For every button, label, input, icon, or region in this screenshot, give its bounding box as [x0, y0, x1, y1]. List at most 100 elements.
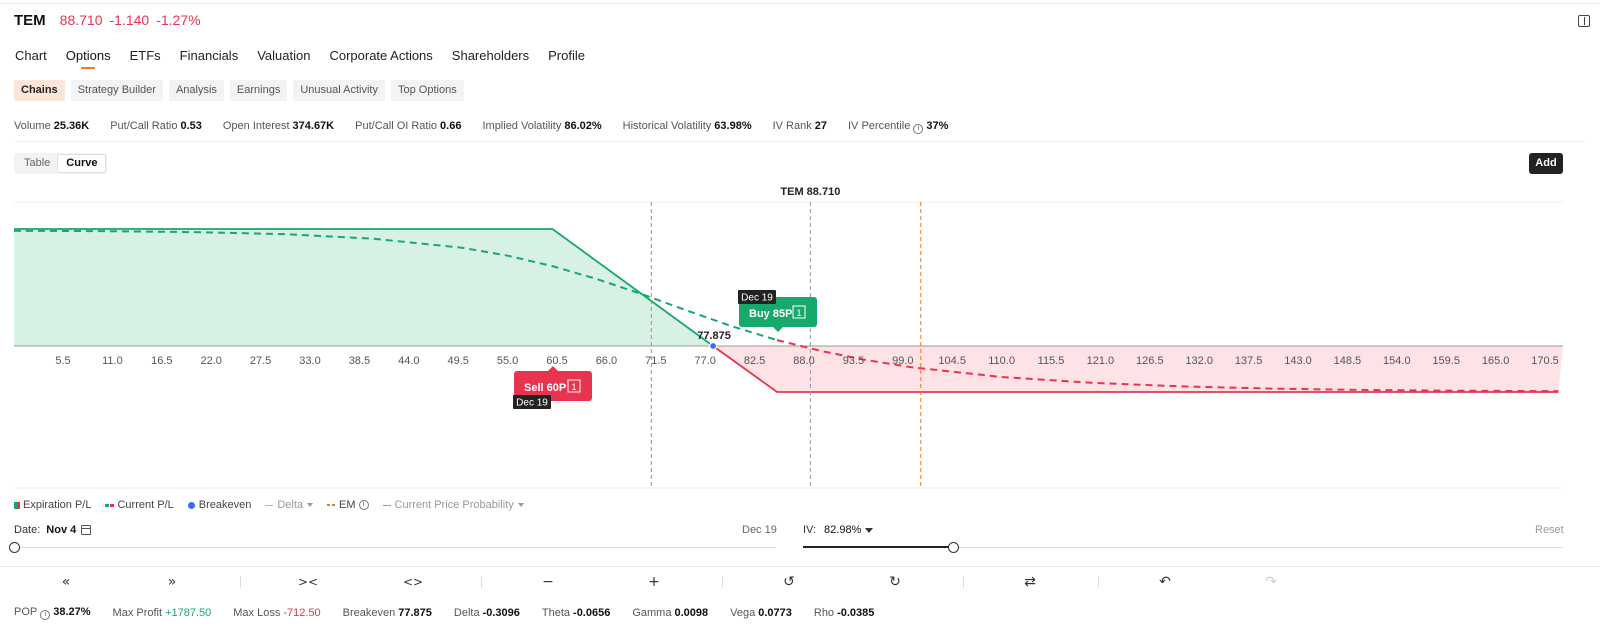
x-tick-label: 154.0 [1383, 355, 1411, 367]
undo-icon[interactable]: ↶ [1159, 574, 1171, 590]
legend-delta[interactable]: Delta [265, 499, 314, 511]
stat-put-call-oi-ratio: Put/Call OI Ratio 0.66 [355, 120, 462, 132]
legend-current-pl[interactable]: Current P/L [105, 499, 174, 511]
x-tick-label: 148.5 [1334, 355, 1362, 367]
swap-icon[interactable]: ⇄ [1024, 574, 1036, 590]
caret-down-icon[interactable] [865, 527, 874, 533]
greek-max-profit: Max Profit +1787.50 [112, 607, 212, 619]
history-back-icon[interactable]: ↺ [783, 574, 795, 590]
info-icon[interactable]: i [40, 610, 51, 620]
leg-marker-1[interactable]: Sell 60P 1 Dec 19 [513, 366, 592, 409]
chart-toolbar: « » >< <> − + ↺ ↻ ⇄ ↶ ↷ [14, 571, 1586, 593]
x-tick-label: 99.0 [892, 355, 913, 367]
double-left-icon[interactable]: « [61, 574, 71, 590]
x-tick-label: 77.0 [694, 355, 715, 367]
history-forward-icon[interactable]: ↻ [889, 574, 901, 590]
date-slider-end: Dec 19 [742, 524, 777, 536]
last-price: 88.710 [59, 12, 103, 28]
tab-profile[interactable]: Profile [548, 48, 585, 63]
collapse-icon[interactable]: >< [297, 575, 319, 589]
toolbar-separator [1098, 576, 1099, 588]
iv-value[interactable]: 82.98% [824, 524, 862, 536]
leg-qty-box [792, 305, 806, 319]
quote-header: TEM 88.710 -1.140 -1.27% [14, 12, 208, 32]
stat-implied-volatility: Implied Volatility 86.02% [482, 120, 602, 132]
options-stats: Volume 25.36K Put/Call Ratio 0.53 Open Int… [14, 120, 969, 134]
info-icon[interactable]: i [358, 500, 369, 510]
tab-shareholders[interactable]: Shareholders [451, 48, 530, 63]
x-tick-label: 104.5 [938, 355, 966, 367]
subtab-unusual-activity[interactable]: Unusual Activity [293, 80, 385, 101]
greek-gamma: Gamma 0.0098 [632, 607, 709, 619]
x-tick-label: 143.0 [1284, 355, 1312, 367]
subtab-earnings[interactable]: Earnings [229, 80, 288, 101]
double-right-icon[interactable]: » [167, 574, 177, 590]
collapse-panel-icon[interactable] [1578, 15, 1590, 27]
legend-breakeven[interactable]: Breakeven [187, 499, 251, 511]
toolbar-separator [963, 576, 964, 588]
breakeven-point [708, 341, 718, 351]
expand-icon[interactable]: <> [402, 575, 424, 589]
x-tick-label: 88.0 [793, 355, 814, 367]
subtab-chains[interactable]: Chains [14, 80, 65, 101]
x-tick-label: 27.5 [250, 355, 271, 367]
stat-historical-volatility: Historical Volatility 63.98% [622, 120, 752, 132]
leg-box [739, 297, 817, 327]
date-slider-track[interactable] [14, 547, 776, 548]
current-swatch-icon [105, 503, 115, 507]
greek-delta: Delta -0.3096 [453, 607, 520, 619]
price-change: -1.140 [109, 12, 150, 28]
tab-chart[interactable]: Chart [15, 48, 47, 63]
x-tick-label: 126.5 [1136, 355, 1164, 367]
iv-slider-track[interactable] [803, 547, 1563, 548]
iv-selector: IV: 82.98% [803, 524, 874, 536]
leg-qty: 1 [571, 382, 576, 392]
expiration-swatch-icon [14, 501, 20, 509]
toggle-table[interactable]: Table [24, 157, 51, 169]
probability-line-icon [382, 504, 391, 506]
chart-legend: Expiration P/L Current P/L Breakeven Del… [14, 499, 538, 511]
pl-curve-chart[interactable]: TEM 88.710 5.5 11.0 16.5 22.0 27.5 33.0 38.5 44.… [0, 180, 1600, 492]
date-slider-handle[interactable] [9, 542, 20, 553]
plus-icon[interactable]: + [648, 574, 660, 590]
x-tick-label: 22.0 [200, 355, 221, 367]
expiration-pl-profit-line [14, 228, 714, 347]
legend-expiration-pl[interactable]: Expiration P/L [14, 499, 91, 511]
toolbar-separator [722, 576, 723, 588]
leg-pointer [548, 366, 558, 371]
x-tick-label: 93.5 [843, 355, 864, 367]
info-icon[interactable]: i [913, 124, 924, 134]
redo-icon[interactable]: ↷ [1265, 574, 1277, 590]
subtab-strategy-builder[interactable]: Strategy Builder [70, 80, 163, 101]
iv-slider-handle[interactable] [948, 542, 959, 553]
minus-icon[interactable]: − [542, 574, 554, 590]
legend-price-probability[interactable]: Current Price Probability [382, 499, 524, 511]
reset-button[interactable]: Reset [1535, 524, 1564, 536]
x-tick-label: 132.0 [1185, 355, 1213, 367]
toolbar-separator [240, 576, 241, 588]
leg-marker-0[interactable]: Buy 85P 1 Dec 19 [738, 290, 817, 332]
main-tabs: Chart Options ETFs Financials Valuation … [15, 48, 604, 69]
chevron-down-icon [307, 503, 314, 507]
x-tick-label: 49.5 [447, 355, 468, 367]
tab-financials[interactable]: Financials [179, 48, 239, 63]
calendar-icon[interactable] [81, 525, 92, 535]
x-tick-label: 165.0 [1482, 355, 1510, 367]
x-tick-label: 33.0 [299, 355, 320, 367]
ticker-symbol: TEM [14, 12, 46, 29]
chart-title: TEM 88.710 [780, 186, 840, 198]
profit-area [14, 229, 714, 346]
iv-label: IV: [803, 524, 817, 536]
tab-options[interactable]: Options [65, 48, 111, 69]
tab-valuation[interactable]: Valuation [257, 48, 311, 63]
toggle-curve[interactable]: Curve [58, 155, 106, 172]
subtab-analysis[interactable]: Analysis [168, 80, 224, 101]
legend-em[interactable]: EM i [327, 499, 369, 511]
greek-rho: Rho -0.0385 [813, 607, 875, 619]
tab-corporate-actions[interactable]: Corporate Actions [329, 48, 433, 63]
subtab-top-options[interactable]: Top Options [391, 80, 464, 101]
date-value[interactable]: Nov 4 [46, 524, 77, 536]
leg-pointer [773, 327, 783, 332]
add-button[interactable]: Add [1529, 153, 1563, 174]
tab-etfs[interactable]: ETFs [129, 48, 161, 63]
